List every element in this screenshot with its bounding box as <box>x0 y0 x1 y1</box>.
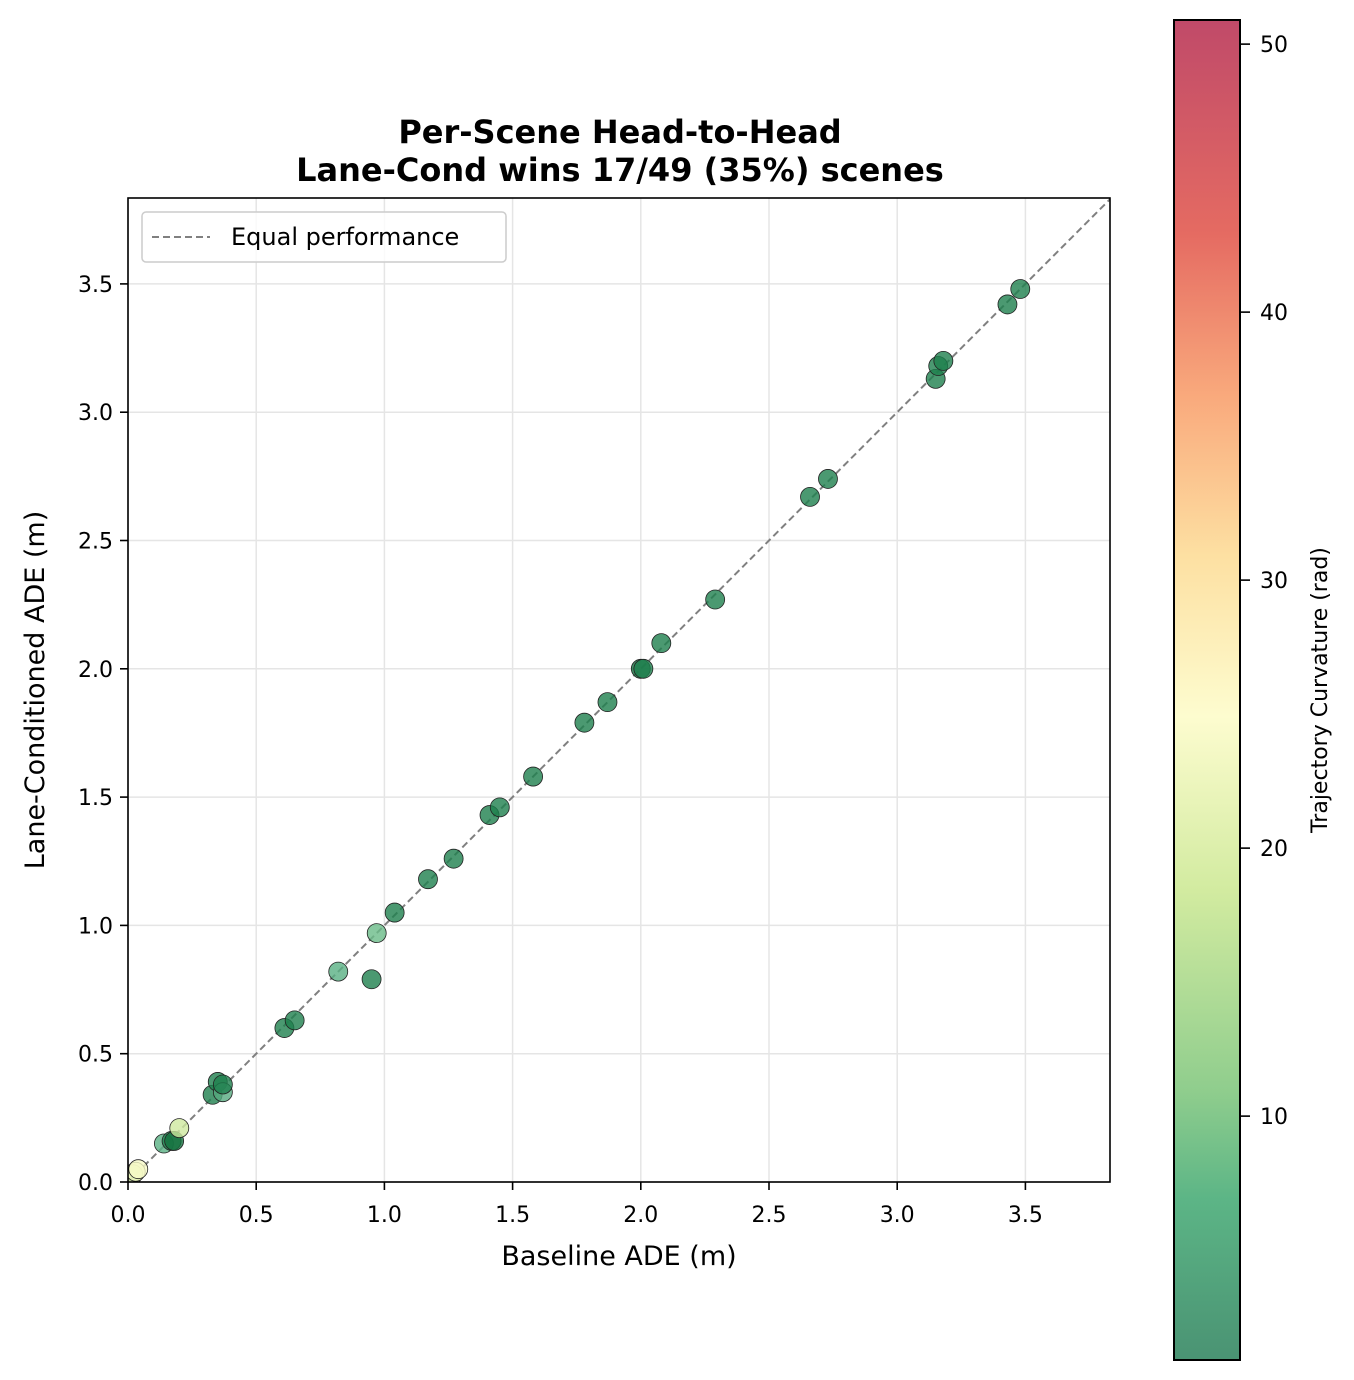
colorbar-tick-label: 40 <box>1260 301 1288 326</box>
y-tick-label: 1.0 <box>78 914 113 939</box>
x-tick-label: 2.5 <box>752 1203 787 1228</box>
x-tick-label: 3.5 <box>1008 1203 1043 1228</box>
data-point <box>997 294 1018 315</box>
x-tick-label: 0.0 <box>111 1203 146 1228</box>
x-tick-label: 1.5 <box>495 1203 530 1228</box>
y-tick-label: 3.0 <box>78 401 113 426</box>
data-point <box>212 1074 233 1095</box>
data-point <box>633 658 654 679</box>
data-point <box>597 692 618 713</box>
y-axis-label: Lane-Conditioned ADE (m) <box>20 511 51 870</box>
data-point <box>651 633 672 654</box>
colorbar-label: Trajectory Curvature (rad) <box>1308 547 1333 834</box>
legend: Equal performance <box>141 211 507 263</box>
y-tick-label: 0.5 <box>78 1043 113 1068</box>
data-point <box>128 1159 149 1180</box>
colorbar-tick-label: 50 <box>1260 33 1288 58</box>
data-point <box>1010 279 1031 299</box>
x-tick-label: 0.5 <box>239 1203 274 1228</box>
data-point <box>361 969 382 990</box>
data-point <box>384 902 405 923</box>
y-tick-label: 1.5 <box>78 786 113 811</box>
y-axis-ticks: 0.0 0.5 1.0 1.5 2.0 2.5 3.0 3.5 <box>78 273 128 1196</box>
data-point <box>366 923 387 943</box>
y-tick-label: 0.0 <box>78 1171 113 1196</box>
colorbar-ticks: 10 20 30 40 50 <box>1240 33 1288 1130</box>
y-tick-label: 2.0 <box>78 658 113 683</box>
y-tick-label: 3.5 <box>78 273 113 298</box>
x-axis-label: Baseline ADE (m) <box>501 1241 736 1272</box>
x-tick-label: 1.0 <box>367 1203 402 1228</box>
data-point <box>574 712 595 733</box>
colorbar-tick-label: 30 <box>1260 569 1288 594</box>
x-axis-ticks: 0.0 0.5 1.0 1.5 2.0 2.5 3.0 3.5 <box>111 1182 1043 1228</box>
grid-lines <box>127 198 1110 1183</box>
legend-label: Equal performance <box>231 223 459 251</box>
chart-title-line-2: Lane-Cond wins 17/49 (35%) scenes <box>296 151 944 189</box>
chart-title-line-1: Per-Scene Head-to-Head <box>398 113 841 151</box>
data-point <box>489 797 510 818</box>
data-point <box>284 1010 305 1031</box>
colorbar: 10 20 30 40 50 Trajectory Curvature (rad) <box>1173 19 1333 1361</box>
data-point <box>818 469 838 489</box>
data-point <box>523 766 544 787</box>
data-point <box>443 848 464 869</box>
data-point <box>800 486 820 507</box>
y-tick-label: 2.5 <box>78 530 113 555</box>
data-point <box>328 961 349 982</box>
plot-frame <box>127 197 1111 1183</box>
data-point <box>418 869 438 890</box>
colorbar-tick-label: 10 <box>1260 1105 1288 1130</box>
data-point <box>705 589 726 610</box>
colorbar-tick-label: 20 <box>1260 837 1288 862</box>
colorbar-gradient <box>1173 19 1241 1361</box>
x-tick-label: 2.0 <box>623 1203 658 1228</box>
data-point <box>169 1118 190 1139</box>
data-point <box>933 350 954 371</box>
x-tick-label: 3.0 <box>880 1203 915 1228</box>
equal-performance-line <box>127 198 1111 1183</box>
